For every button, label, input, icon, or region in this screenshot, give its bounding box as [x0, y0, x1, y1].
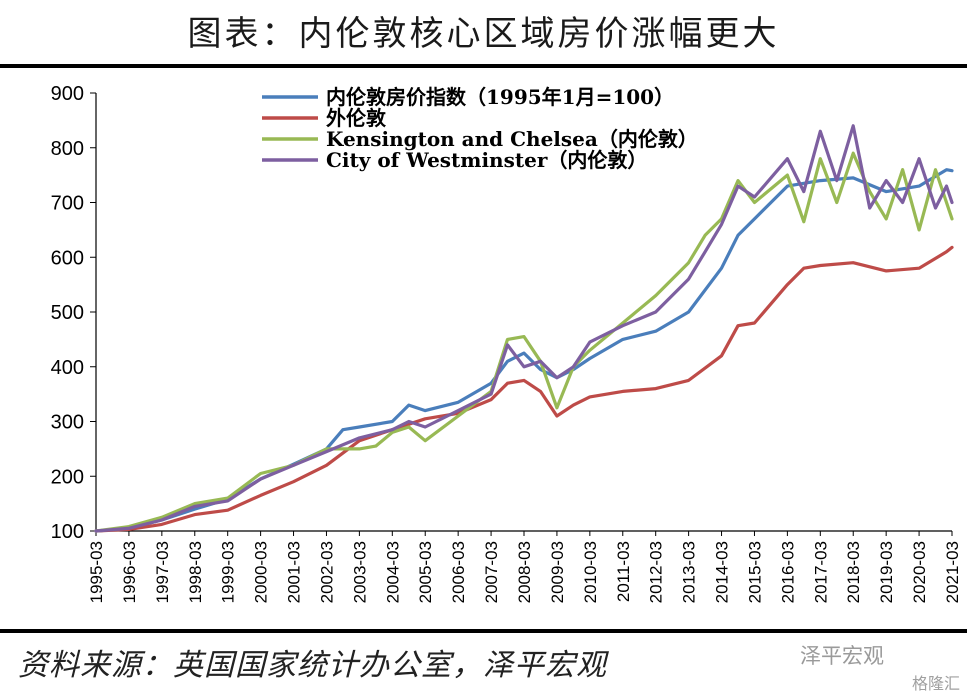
series-line-2	[94, 151, 954, 533]
series-line-0	[94, 168, 954, 533]
watermark-text: 泽平宏观	[800, 644, 884, 668]
y-tick-label: 100	[51, 521, 84, 543]
x-tick-label: 1995-03	[87, 541, 106, 603]
legend-label-3: City of Westminster（内伦敦）	[326, 148, 647, 172]
x-tick-label: 1998-03	[186, 541, 205, 603]
x-tick-label: 2009-03	[548, 541, 567, 603]
x-tick-label: 2014-03	[713, 541, 732, 603]
x-tick-label: 2008-03	[515, 541, 534, 603]
x-tick-label: 1997-03	[153, 541, 172, 603]
chart-title: 图表：内伦敦核心区域房价涨幅更大	[187, 14, 780, 54]
bottom-rule	[0, 629, 967, 633]
source-note: 资料来源：英国国家统计办公室，泽平宏观	[18, 648, 607, 683]
x-tick-label: 2017-03	[811, 541, 830, 603]
legend-label-2: Kensington and Chelsea（内伦敦）	[326, 127, 698, 151]
x-tick-label: 2002-03	[317, 541, 336, 603]
x-tick-label: 1999-03	[219, 541, 238, 603]
line-chart: 100 200 300 400 500 600 700 800 900 1995-03 1996-0…	[51, 83, 962, 603]
y-tick-label: 800	[51, 138, 84, 160]
x-tick-label: 2006-03	[449, 541, 468, 603]
x-tick-label: 2005-03	[416, 541, 435, 603]
y-tick-label: 900	[51, 83, 84, 105]
series-line-3	[94, 124, 954, 533]
x-tick-label: 2011-03	[614, 541, 633, 602]
y-tick-label: 300	[51, 412, 84, 434]
x-tick-label: 2003-03	[350, 541, 369, 603]
x-tick-label: 2001-03	[285, 541, 304, 603]
x-tick-label: 1996-03	[120, 541, 139, 603]
y-tick-label: 200	[51, 466, 84, 488]
watermark-sub: 格隆汇	[912, 674, 961, 693]
x-tick-label: 2004-03	[383, 541, 402, 603]
x-tick-label: 2012-03	[647, 541, 666, 603]
x-tick-label: 2013-03	[680, 541, 699, 603]
y-tick-label: 700	[51, 193, 84, 215]
x-tick-label: 2015-03	[745, 541, 764, 603]
x-tick-label: 2019-03	[877, 541, 896, 603]
x-tick-label: 2007-03	[482, 541, 501, 603]
top-rule	[0, 64, 967, 68]
series-line-1	[94, 245, 954, 533]
y-tick-label: 400	[51, 357, 84, 379]
legend-label-1: 外伦敦	[326, 106, 387, 130]
chart-axes: 100 200 300 400 500 600 700 800 900 1995-03 1996-0…	[51, 83, 962, 603]
x-tick-label: 2020-03	[910, 541, 929, 603]
legend-label-0: 内伦敦房价指数（1995年1月=100）	[326, 85, 674, 109]
y-tick-label: 600	[51, 247, 84, 269]
x-tick-label: 2018-03	[844, 541, 863, 603]
y-tick-label: 500	[51, 302, 84, 324]
x-tick-label: 2010-03	[581, 541, 600, 603]
x-tick-label: 2000-03	[252, 541, 271, 603]
x-tick-label: 2016-03	[778, 541, 797, 603]
x-tick-label: 2021-03	[943, 541, 962, 603]
chart-series	[94, 124, 954, 533]
